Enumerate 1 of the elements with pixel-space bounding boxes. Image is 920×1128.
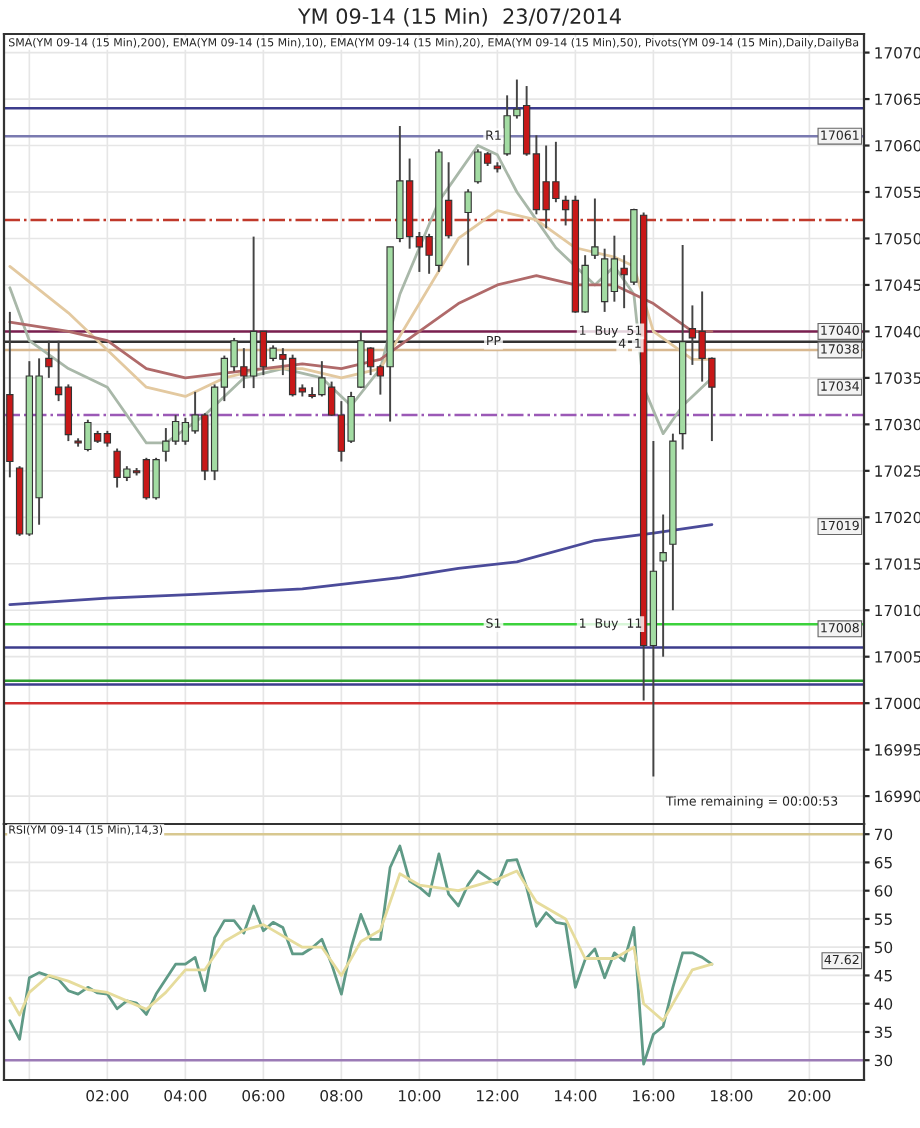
chart-title: YM 09-14 (15 Min) 23/07/2014 bbox=[297, 7, 621, 27]
